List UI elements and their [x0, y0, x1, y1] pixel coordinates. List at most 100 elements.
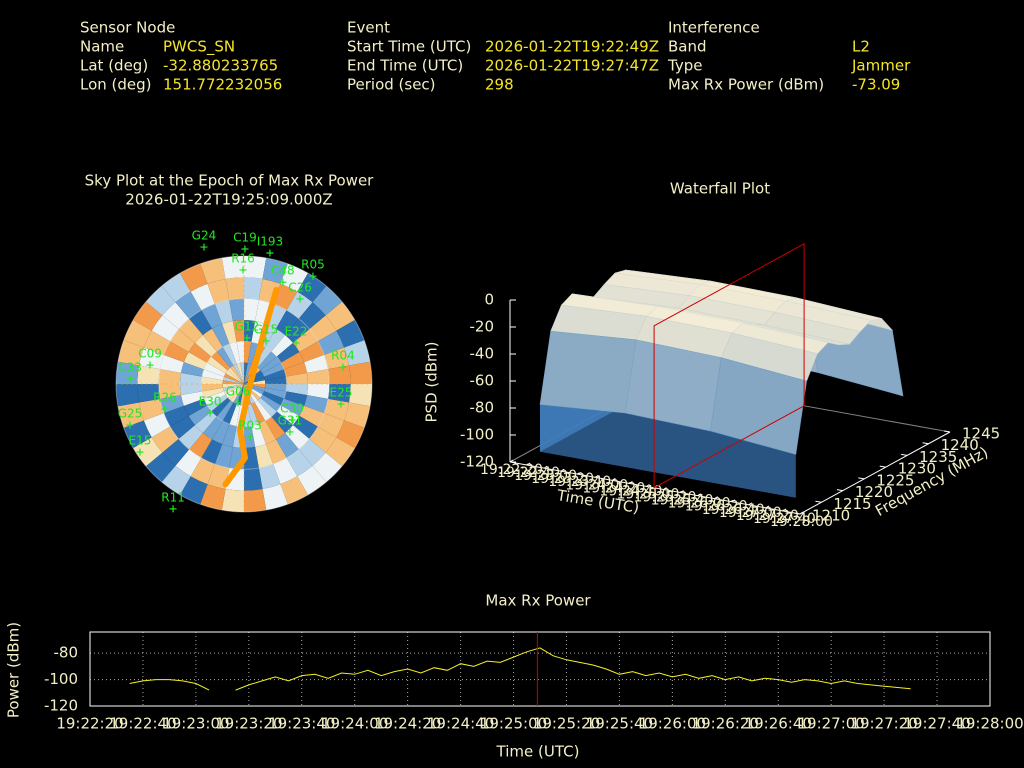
y-tick	[943, 430, 951, 433]
satellite-label: R03	[238, 418, 262, 432]
sky-cell	[222, 384, 244, 392]
sky-cell	[251, 402, 266, 425]
sky-cell	[304, 395, 329, 414]
plot-frame	[89, 631, 991, 707]
x-axis-label: Time (UTC)	[496, 743, 580, 761]
sky-cell	[276, 342, 300, 363]
field-value: PWCS_SN	[163, 38, 235, 57]
sky-cell	[180, 391, 204, 406]
sky-cell	[163, 341, 189, 363]
satellite-marker	[337, 400, 345, 408]
y-tick-label: 1245	[962, 425, 1000, 443]
satellite-marker	[234, 399, 242, 407]
sky-cell	[170, 416, 195, 439]
x-tick	[680, 490, 684, 494]
x-tick-label: 19:23:00	[514, 468, 577, 484]
y-tick	[901, 453, 908, 456]
x-tick-label: 19:22:20	[480, 462, 543, 478]
sky-cell	[251, 424, 266, 448]
satellite-marker	[309, 272, 317, 280]
x-tick	[663, 487, 667, 490]
sky-cell	[233, 363, 244, 384]
sky-cell	[188, 405, 212, 426]
sky-cell	[233, 384, 244, 405]
satellite-label: R16	[231, 251, 255, 265]
sky-cell	[236, 341, 244, 363]
sky-cell	[244, 256, 267, 279]
x-tick-label: 19:25:00	[616, 486, 679, 502]
group-title: Interference	[668, 19, 760, 37]
x-tick-label: 19:27:00	[719, 505, 782, 521]
sky-cell	[257, 351, 277, 371]
x-tick-label: 19:23:40	[548, 474, 611, 490]
sky-cell	[227, 384, 244, 401]
sky-cell	[280, 263, 308, 292]
satellite-label: R11	[161, 490, 185, 504]
satellite-marker	[292, 339, 300, 347]
sky-cell	[151, 426, 179, 453]
x-tick	[765, 505, 770, 509]
x-tick	[509, 459, 514, 463]
y-tick	[879, 465, 886, 468]
sky-cell	[244, 468, 263, 491]
sky-cell	[317, 330, 345, 355]
x-tick	[646, 484, 650, 487]
x-tick-label: 19:24:00	[321, 715, 388, 733]
sky-cell	[225, 384, 244, 398]
x-tick-label: 19:27:40	[903, 715, 970, 733]
sky-cell	[232, 320, 244, 342]
sky-cell	[212, 323, 230, 348]
x-tick-label: 19:24:20	[582, 480, 645, 496]
sky-cell	[180, 263, 208, 292]
sky-cell	[123, 420, 152, 448]
x-tick-label: 19:23:00	[162, 715, 229, 733]
sky-cell	[240, 362, 244, 384]
satellite-marker	[239, 266, 247, 274]
sky-cell	[240, 384, 244, 406]
sky-cell	[309, 426, 337, 453]
sky-cell	[137, 365, 160, 384]
sky-cell	[216, 400, 234, 421]
sky-cell	[222, 402, 237, 425]
sky-cell	[183, 352, 208, 370]
z-tick-label: -100	[460, 426, 494, 444]
sky-cell	[223, 373, 244, 384]
sky-cell	[317, 413, 345, 438]
satellite-label: E15	[129, 434, 152, 448]
power-line	[129, 647, 911, 691]
sky-cell	[143, 413, 171, 438]
sky-cell	[222, 320, 237, 344]
sky-cell	[304, 354, 329, 373]
satellite-label: R26	[153, 391, 177, 405]
sky-cell	[349, 384, 372, 407]
satellite-label: C48	[271, 264, 295, 278]
sky-cell	[207, 356, 228, 374]
x-tick-label: 19:26:20	[692, 715, 759, 733]
sky-cell	[162, 302, 190, 330]
field-value: 298	[485, 76, 514, 94]
x-tick-label: 19:22:40	[497, 465, 560, 481]
sky-cell	[276, 310, 299, 335]
x-tick	[629, 480, 633, 484]
satellite-label: I193	[257, 234, 283, 248]
sky-cell	[325, 437, 355, 467]
satellite-marker	[146, 361, 154, 369]
sky-cell	[230, 365, 244, 384]
sky-cell	[299, 341, 325, 363]
x-axis	[509, 461, 801, 515]
x-tick	[595, 474, 599, 478]
surface-wall	[540, 404, 796, 498]
sky-cell	[257, 397, 277, 417]
satellite-marker	[169, 505, 177, 513]
sky-cell	[262, 484, 288, 511]
y-axis	[799, 431, 951, 515]
x-tick-label: 19:25:20	[533, 715, 600, 733]
sky-cell	[307, 384, 330, 399]
satellite-label: C30	[280, 402, 304, 416]
x-tick	[782, 508, 787, 512]
sky-cell	[284, 391, 308, 406]
sky-cell	[293, 329, 318, 352]
sky-cell	[260, 356, 281, 374]
x-tick-label: 19:26:40	[702, 502, 765, 518]
sky-cell	[203, 362, 226, 377]
